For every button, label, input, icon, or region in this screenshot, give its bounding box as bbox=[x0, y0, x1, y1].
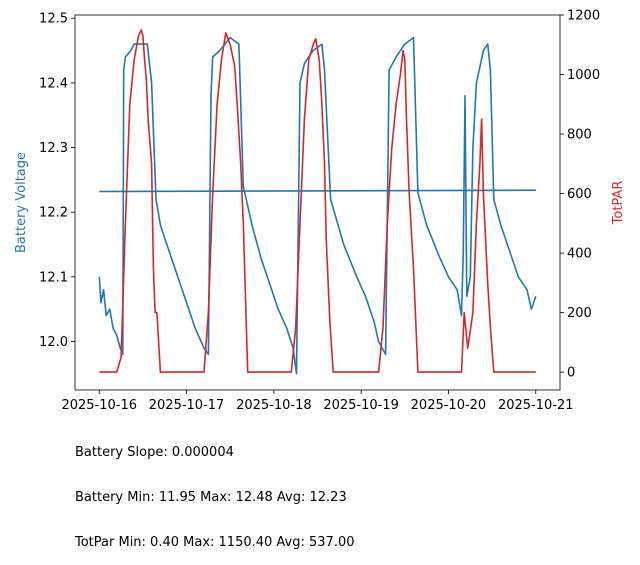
left-tick-label: 12.1 bbox=[39, 270, 68, 285]
right-tick-label: 1000 bbox=[567, 68, 600, 83]
right-tick-label: 1200 bbox=[567, 9, 600, 24]
series-layer bbox=[98, 29, 537, 375]
battery-slope-text: Battery Slope: 0.000004 bbox=[75, 445, 234, 460]
plot-area bbox=[75, 15, 560, 390]
series-line-1 bbox=[99, 189, 536, 193]
right-tick-label: 400 bbox=[567, 247, 592, 262]
dual-axis-line-chart: 2025-10-16 2025-10-17 2025-10-18 2025-10-19… bbox=[14, 9, 626, 414]
x-tick-label: 2025-10-17 bbox=[149, 398, 225, 413]
left-tick-label: 12.3 bbox=[39, 141, 68, 156]
right-tick-label: 600 bbox=[567, 187, 592, 202]
x-tick-label: 2025-10-16 bbox=[61, 398, 137, 413]
totpar-stats-text: TotPar Min: 0.40 Max: 1150.40 Avg: 537.0… bbox=[75, 535, 355, 550]
x-tick-label: 2025-10-20 bbox=[411, 398, 487, 413]
left-axis-label: Battery Voltage bbox=[14, 152, 29, 253]
left-tick-label: 12.2 bbox=[39, 206, 68, 221]
plot-frame bbox=[74, 14, 561, 391]
x-tick-label: 2025-10-19 bbox=[323, 398, 399, 413]
series-line-2 bbox=[99, 29, 536, 373]
right-tick-label: 0 bbox=[567, 366, 575, 381]
left-tick-label: 12.4 bbox=[39, 76, 68, 91]
battery-stats-text: Battery Min: 11.95 Max: 12.48 Avg: 12.23 bbox=[75, 490, 347, 505]
stats-block: Battery Slope: 0.000004 Battery Min: 11.… bbox=[75, 415, 355, 565]
right-axis-label: TotPAR bbox=[611, 181, 626, 226]
x-tick-label: 2025-10-21 bbox=[498, 398, 574, 413]
left-tick-label: 12.5 bbox=[39, 12, 68, 27]
x-tick-label: 2025-10-18 bbox=[236, 398, 312, 413]
right-tick-label: 800 bbox=[567, 128, 592, 143]
axes-layer: 2025-10-16 2025-10-17 2025-10-18 2025-10-19… bbox=[14, 9, 626, 414]
left-tick-label: 12.0 bbox=[39, 335, 68, 350]
right-tick-label: 200 bbox=[567, 306, 592, 321]
